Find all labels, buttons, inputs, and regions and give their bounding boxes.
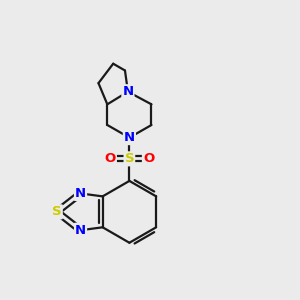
- Text: N: N: [75, 187, 86, 200]
- Text: N: N: [75, 224, 86, 237]
- Text: O: O: [143, 152, 154, 165]
- Text: N: N: [122, 85, 134, 98]
- Text: O: O: [105, 152, 116, 165]
- Text: S: S: [52, 205, 62, 218]
- Text: S: S: [124, 152, 134, 165]
- Text: N: N: [124, 131, 135, 144]
